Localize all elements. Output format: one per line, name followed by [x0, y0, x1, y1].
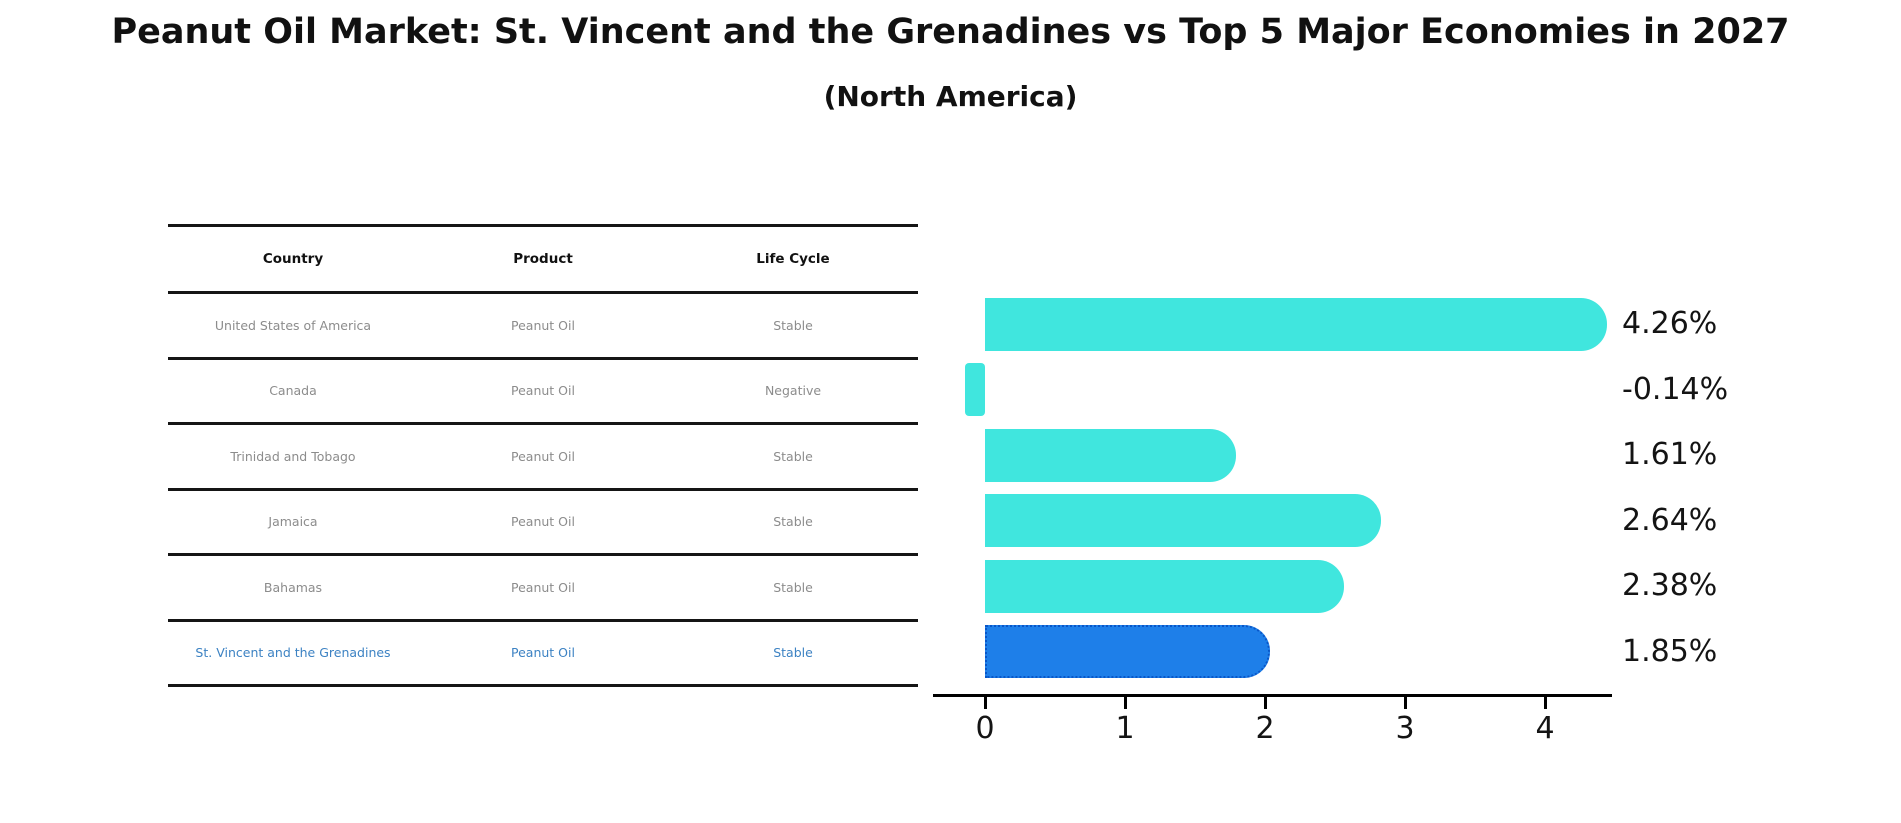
x-axis-tick-label: 4: [1535, 711, 1555, 746]
table-row: Bahamas Peanut Oil Stable: [168, 556, 918, 622]
x-axis-tick-label: 1: [1115, 711, 1135, 746]
table-cell-life-cycle: Stable: [773, 317, 813, 333]
country-table: Country Product Life Cycle United States of…: [168, 224, 918, 687]
bar: [985, 494, 1381, 547]
x-axis-tick: [983, 697, 987, 709]
x-axis-tick-label: 3: [1395, 711, 1415, 746]
table-cell-country: Canada: [269, 383, 317, 399]
bar-value-label: 1.85%: [1622, 633, 1718, 669]
bar-value-label: 1.61%: [1622, 437, 1718, 472]
x-axis-tick: [1403, 697, 1407, 709]
table-cell-country: Jamaica: [268, 514, 318, 530]
x-axis-tick: [1543, 697, 1547, 709]
bar-highlight: [985, 625, 1270, 678]
table-header-cell: Country: [262, 251, 324, 267]
table-cell-life-cycle: Stable: [773, 448, 813, 464]
bar-value-label: 2.64%: [1622, 502, 1718, 538]
x-axis-tick: [1263, 697, 1267, 709]
table-cell-life-cycle: Stable: [773, 514, 813, 530]
bar: [965, 363, 985, 416]
bar: [985, 428, 1237, 482]
table-cell-life-cycle: Stable: [773, 579, 813, 595]
table-cell-country: Trinidad and Tobago: [230, 448, 356, 464]
table-row: United States of America Peanut Oil Stable: [168, 294, 918, 360]
table-cell-product: Peanut Oil: [511, 645, 575, 661]
table-row: Trinidad and Tobago Peanut Oil Stable: [168, 425, 918, 491]
table-cell-country: Bahamas: [263, 579, 323, 595]
table-header-row: Country Product Life Cycle: [168, 224, 918, 294]
x-axis-tick-label: 2: [1255, 711, 1275, 746]
table-row: Jamaica Peanut Oil Stable: [168, 491, 918, 556]
chart-subtitle: (North America): [823, 80, 1078, 113]
bar: [985, 297, 1608, 351]
x-axis-tick-label: 0: [975, 711, 995, 746]
bar-value-label: 4.26%: [1622, 306, 1718, 341]
table-row: St. Vincent and the Grenadines Peanut Oil…: [168, 622, 918, 687]
table-header-cell: Product: [513, 251, 573, 267]
table-cell-product: Peanut Oil: [511, 317, 575, 333]
table-cell-life-cycle: Stable: [773, 645, 813, 661]
bar-value-label: 2.38%: [1622, 568, 1718, 603]
table-header-cell: Life Cycle: [756, 251, 830, 267]
table-cell-product: Peanut Oil: [511, 383, 575, 399]
table-cell-product: Peanut Oil: [511, 448, 575, 464]
table-cell-life-cycle: Negative: [764, 383, 822, 399]
table-cell-product: Peanut Oil: [511, 514, 575, 530]
table-row: Canada Peanut Oil Negative: [168, 360, 918, 425]
table-cell-country: St. Vincent and the Grenadines: [195, 645, 391, 661]
chart-title: Peanut Oil Market: St. Vincent and the G…: [111, 12, 1790, 52]
x-axis-tick: [1123, 697, 1127, 709]
table-cell-product: Peanut Oil: [511, 579, 575, 595]
x-axis-line: [933, 694, 1612, 697]
bar-value-label: -0.14%: [1622, 371, 1729, 407]
bar: [985, 559, 1345, 613]
table-cell-country: United States of America: [214, 317, 372, 333]
